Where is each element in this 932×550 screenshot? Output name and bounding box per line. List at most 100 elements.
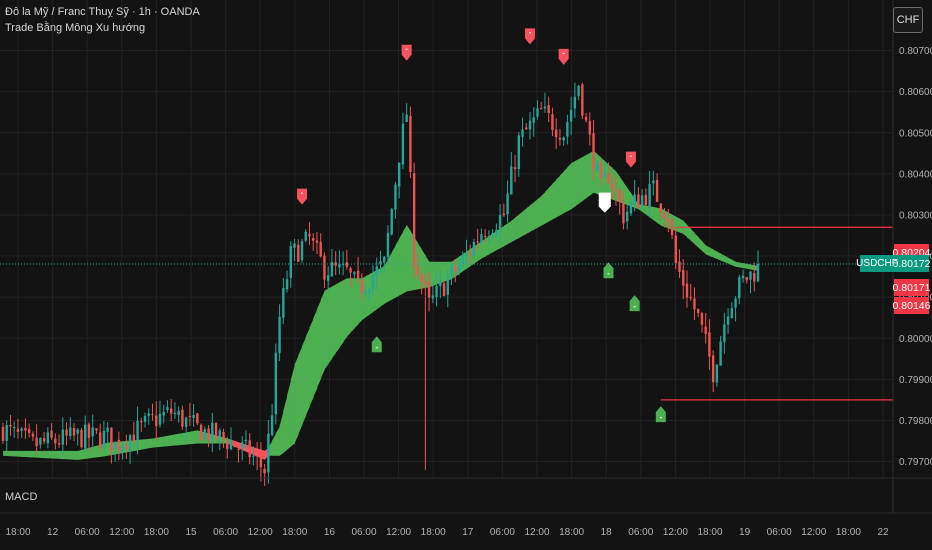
candle-body <box>375 266 378 277</box>
candle-body <box>341 263 345 265</box>
candle-body <box>315 240 319 243</box>
candle-body <box>480 234 483 243</box>
candle-body <box>670 219 674 236</box>
x-tick-label: 18:00 <box>559 527 584 538</box>
candle-body <box>252 455 255 457</box>
candle-body <box>498 215 502 230</box>
candle-body <box>368 289 371 293</box>
x-tick-label: 06:00 <box>628 527 653 538</box>
candle-body <box>214 423 218 439</box>
cloud-segment <box>653 207 658 223</box>
currency-button[interactable]: CHF <box>893 7 923 33</box>
candle-body <box>674 235 677 264</box>
candle-body <box>442 283 446 297</box>
cloud-segment <box>387 252 393 302</box>
cloud-segment <box>178 433 183 446</box>
x-tick-label: 06:00 <box>351 527 376 538</box>
candle-body <box>592 133 595 170</box>
cloud-segment <box>32 450 38 458</box>
cloud-segment <box>62 450 67 460</box>
cloud-segment <box>612 167 617 201</box>
candle-body <box>655 179 659 203</box>
candle-body <box>461 255 464 265</box>
candle-body <box>293 243 296 248</box>
cloud-segment <box>88 446 94 459</box>
cloud-segment <box>96 444 101 458</box>
cloud-segment <box>541 191 546 226</box>
cloud-segment <box>302 336 307 425</box>
candle-body <box>106 427 109 433</box>
candle-body <box>543 106 547 109</box>
y-tick-label: 0.79900 <box>899 375 932 386</box>
candle-body <box>633 194 636 204</box>
candle-body <box>128 435 132 451</box>
cloud-segment <box>586 152 591 199</box>
signal-markers <box>297 28 666 423</box>
candle-body <box>155 415 158 427</box>
candle-body <box>181 409 184 427</box>
marker-dot <box>301 192 304 194</box>
marker-dot <box>629 155 632 157</box>
candle-body <box>140 421 143 423</box>
cloud-segment <box>694 233 699 248</box>
sell-signal-marker <box>297 188 308 205</box>
candle-body <box>734 298 737 308</box>
candle-body <box>151 414 154 416</box>
candle-body <box>491 233 494 235</box>
candle-body <box>364 290 367 294</box>
candle-body <box>255 454 259 456</box>
cloud-segment <box>346 278 351 337</box>
cloud-segment <box>193 430 198 444</box>
cloud-segment <box>17 450 23 457</box>
candle-body <box>446 278 449 295</box>
candle-body <box>349 268 352 273</box>
y-tick-label: 0.80700 <box>899 46 932 57</box>
candle-body <box>599 162 603 179</box>
candle-body <box>622 202 625 224</box>
candle-body <box>274 352 278 415</box>
cloud-segment <box>716 251 722 261</box>
candle-body <box>618 190 621 202</box>
cloud-segment <box>488 233 494 255</box>
price-tag-current: 0.80172 <box>893 255 930 272</box>
candle-body <box>91 427 94 437</box>
candle-body <box>207 428 210 441</box>
cloud-segment <box>36 450 41 458</box>
candle-body <box>61 429 65 445</box>
cloud-segment <box>70 450 75 460</box>
candle-body <box>648 184 651 208</box>
cloud-segment <box>29 450 34 458</box>
candle-body <box>584 116 588 121</box>
candle-body <box>95 428 98 431</box>
candle-body <box>248 440 251 458</box>
cloud-segment <box>444 261 449 282</box>
highlight-marker <box>598 192 611 213</box>
time-axis[interactable]: 18:00 12 06:00 12:00 18:00 15 06:00 12:00 18:00 1… <box>5 527 889 538</box>
candle-body <box>72 428 76 436</box>
x-tick-label: 06:00 <box>767 527 792 538</box>
y-tick-label: 0.80300 <box>899 210 932 221</box>
cloud-segment <box>559 171 565 216</box>
candle-body <box>696 308 700 313</box>
candle-body <box>125 444 128 449</box>
candle-body <box>244 439 248 442</box>
candle-body <box>637 194 640 208</box>
y-tick-label: 0.79800 <box>899 416 932 427</box>
candle-body <box>76 429 79 434</box>
candle-body <box>749 271 752 280</box>
candle-body <box>326 275 330 281</box>
cloud-segment <box>148 438 153 449</box>
candle-body <box>338 263 341 268</box>
cloud-segment <box>324 288 329 370</box>
cloud-segment <box>66 450 71 460</box>
cloud-segment <box>406 224 411 292</box>
x-tick-label: 18:00 <box>5 527 30 538</box>
price-tag: 0.80146 <box>893 297 930 314</box>
cloud-segment <box>283 395 288 453</box>
candle-body <box>726 316 730 325</box>
cloud-segment <box>328 286 333 365</box>
candle-body <box>573 96 577 109</box>
buy-signal-marker <box>629 295 640 312</box>
cloud-segment <box>544 187 550 224</box>
